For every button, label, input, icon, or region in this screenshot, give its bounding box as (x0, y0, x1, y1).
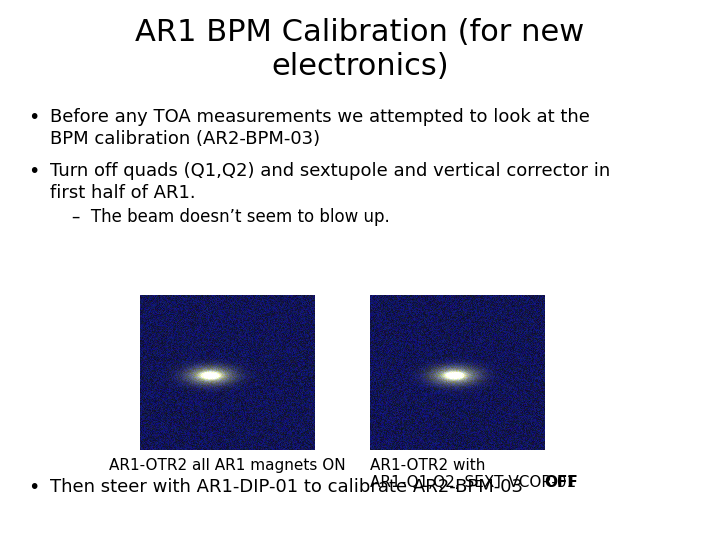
Text: •: • (28, 478, 40, 497)
Text: Then steer with AR1-DIP-01 to calibrate AR2-BPM-03: Then steer with AR1-DIP-01 to calibrate … (50, 478, 523, 496)
Text: OFF: OFF (544, 475, 577, 490)
Text: •: • (28, 162, 40, 181)
Text: AR1-OTR2 with: AR1-OTR2 with (370, 458, 485, 473)
Text: BPM calibration (AR2-BPM-03): BPM calibration (AR2-BPM-03) (50, 130, 320, 148)
Text: •: • (28, 108, 40, 127)
Text: electronics): electronics) (271, 52, 449, 81)
Text: Before any TOA measurements we attempted to look at the: Before any TOA measurements we attempted… (50, 108, 590, 126)
Text: AR1-Q1,Q2, SEXT VCOR-01: AR1-Q1,Q2, SEXT VCOR-01 (370, 475, 581, 490)
Text: Turn off quads (Q1,Q2) and sextupole and vertical corrector in: Turn off quads (Q1,Q2) and sextupole and… (50, 162, 611, 180)
Text: first half of AR1.: first half of AR1. (50, 184, 196, 202)
Text: AR1-OTR2 all AR1 magnets ON: AR1-OTR2 all AR1 magnets ON (109, 458, 346, 473)
Text: AR1 BPM Calibration (for new: AR1 BPM Calibration (for new (135, 18, 585, 47)
Text: –  The beam doesn’t seem to blow up.: – The beam doesn’t seem to blow up. (72, 208, 390, 226)
